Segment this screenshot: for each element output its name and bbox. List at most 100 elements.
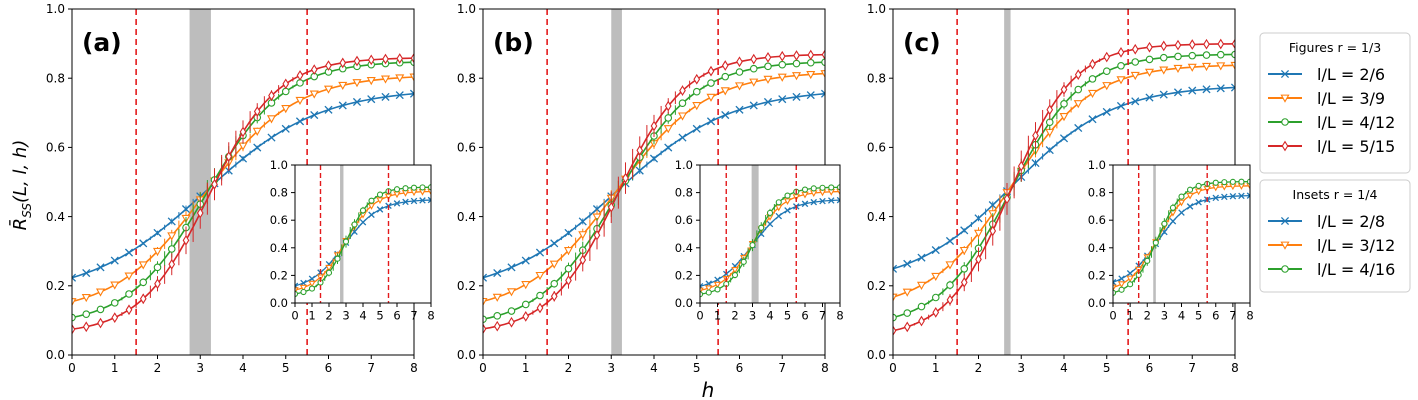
panel-2-inset-marker-0-28	[1229, 193, 1237, 200]
panel-1-main-marker-3-8	[536, 302, 544, 314]
panel-0-main-marker-3-12	[154, 278, 161, 290]
panel-1-main-marker-2-10	[550, 279, 559, 288]
panel-0-main-critical-band	[189, 9, 211, 355]
panel-2-main-marker-1-6	[931, 272, 941, 282]
legend-figures-entries-swatch-marker-3	[1281, 140, 1289, 152]
panel-0-main-marker-0-38	[338, 101, 347, 110]
y-axis-label-symbol: R̄	[9, 218, 31, 231]
panel-1-main-marker-3-30	[693, 73, 701, 85]
panel-1-main-marker-0-8	[535, 248, 545, 257]
legend-figures-entries-item-1: l/L = 3/9	[1268, 89, 1385, 108]
panel-2-main-marker-3-4	[918, 315, 925, 327]
panel-0-main-marker-3-48	[410, 52, 414, 64]
panel-0-inset-marker-2-16	[359, 207, 367, 214]
panel-2-main-xtick-label-8: 8	[1231, 361, 1239, 375]
panel-0-main-marker-2-10	[139, 278, 148, 287]
panel-0-inset-marker-2-10	[334, 255, 341, 262]
panel-2-main-marker-1-0	[893, 293, 898, 302]
panel-0-main-marker-0-24	[238, 154, 248, 163]
panel-2-main-marker-0-30	[1102, 107, 1111, 116]
panel-2-main-marker-2-48	[1231, 50, 1235, 59]
panel-1-main-marker-1-16	[592, 213, 602, 222]
panel-2-inset-marker-2-0	[1113, 289, 1117, 296]
panel-2-main-marker-1-36	[1144, 68, 1155, 77]
legend-figures-entries-label-1: l/L = 3/9	[1317, 89, 1385, 108]
panel-0-main-marker-0-26	[253, 143, 262, 152]
panel-0-main-marker-0-48	[409, 89, 414, 98]
panel-2-main-marker-3-32	[1117, 46, 1125, 58]
panel-0-main-marker-3-28	[268, 90, 275, 101]
panel-2-main-marker-0-2	[903, 259, 912, 268]
panel-2-inset-marker-2-18	[1186, 186, 1194, 193]
panel-0-inset-marker-2-32	[427, 184, 431, 191]
panel-2-main-ytick-label-3: 0.6	[867, 141, 886, 155]
panel-0-main-xtick-label-2: 2	[154, 361, 162, 375]
panel-0-main-marker-3-8	[125, 304, 133, 316]
panel-2-main-marker-1-30	[1102, 82, 1112, 91]
panel-0-main-ytick-label-4: 0.8	[46, 71, 65, 85]
panel-1-inset-xtick-label-8: 8	[836, 309, 843, 323]
panel-2-main-marker-1-10	[959, 246, 969, 256]
panel-1-main-marker-1-8	[535, 271, 545, 281]
panel-0-main-marker-2-4	[96, 305, 105, 314]
panel-0-main-marker-2-2	[82, 310, 91, 318]
panel-2-main-marker-3-28	[1089, 58, 1096, 70]
panel-2-inset-marker-2-24	[1212, 179, 1219, 186]
panel-1-main-ytick-label-4: 0.8	[457, 71, 476, 85]
panel-0-main-marker-0-32	[295, 117, 305, 126]
panel-1-main-marker-1-48	[820, 70, 825, 79]
panel-0-main-marker-0-8	[124, 248, 134, 257]
panel-2-inset-marker-0-16	[1178, 209, 1185, 216]
panel-0-main-marker-3-34	[310, 64, 318, 75]
legend-figures-title: Figures r = 1/3	[1289, 40, 1381, 55]
panel-2-main-marker-0-40	[1173, 88, 1183, 97]
legend-insets-entries-swatch-marker-1	[1280, 241, 1290, 250]
panel-2-main-marker-2-6	[931, 293, 940, 302]
panel-0-inset-ytick-label-3: 0.6	[270, 213, 288, 227]
panel-1-inset-marker-2-16	[766, 209, 774, 216]
panel-2-main-xtick-label-0: 0	[889, 361, 897, 375]
panel-1-inset-xtick-label-0: 0	[696, 309, 703, 323]
panel-2-main-marker-0-46	[1216, 84, 1225, 93]
panel-1-inset-ytick-label-3: 0.6	[675, 213, 693, 227]
panel-0-main-marker-3-16	[182, 234, 190, 246]
legend-insets: Insets r = 1/4 l/L = 2/8l/L = 3/12l/L = …	[1259, 179, 1411, 293]
panel-2-main-ytick-label-2: 0.4	[867, 210, 886, 224]
legend-figures-entries: l/L = 2/6 l/L = 3/9 l/L = 4/12 l/L = 5/15	[1268, 65, 1395, 156]
panel-2-main-marker-2-2	[903, 309, 912, 317]
panel-2-inset-marker-0-20	[1195, 198, 1202, 206]
panel-1-main-marker-0-48	[820, 89, 825, 98]
panel-0-inset-marker-0-24	[393, 200, 401, 207]
panel-0-main-marker-3-30	[282, 78, 290, 90]
panel-0-main-marker-3-26	[253, 106, 261, 117]
panel-0-inset-xtick-label-0: 0	[291, 309, 298, 323]
panel-1-main-marker-3-44	[793, 50, 800, 61]
panel-2-main-marker-1-44	[1201, 62, 1212, 72]
panel-2-main-marker-3-8	[946, 294, 954, 306]
panel-1-inset-xtick-label-7: 7	[819, 309, 826, 323]
panel-1-main-marker-0-26	[664, 143, 673, 152]
panel-2-inset-marker-0-2	[1118, 275, 1125, 282]
panel-1-inset-marker-0-28	[819, 197, 826, 205]
panel-1-main-marker-1-4	[506, 288, 517, 297]
panel-0-main-marker-0-30	[281, 124, 290, 133]
panel-1-inset-marker-2-12	[749, 242, 756, 249]
panel-1-main-marker-0-0	[483, 273, 488, 282]
panel-1-main-xtick-label-6: 6	[736, 361, 744, 375]
panel-1-main-marker-0-16	[592, 205, 602, 214]
panel-2-main-marker-3-24	[1060, 84, 1068, 95]
panel-1-inset-marker-0-18	[775, 212, 783, 220]
panel-1: 0 1 2 3 4 5 6 7 80.00.20.40.60.81.0(b)0 1 2 3 4 5 6 7 80…	[457, 2, 844, 375]
panel-2-main-marker-1-2	[902, 288, 912, 297]
panel-2-inset-marker-2-10	[1152, 239, 1159, 246]
panel-0-inset-marker-2-24	[393, 186, 401, 193]
panel-1-main-marker-3-34	[721, 60, 729, 71]
legend-insets-entries-label-0: l/L = 2/8	[1317, 212, 1385, 231]
panel-0-inset-marker-2-26	[402, 185, 409, 192]
panel-1-main-marker-3-14	[579, 254, 587, 266]
panel-2-main-marker-3-48	[1231, 38, 1235, 50]
panel-0-main-marker-0-4	[96, 263, 105, 272]
panel-2-main-marker-0-28	[1088, 115, 1097, 124]
panel-0-main-marker-1-26	[252, 127, 262, 136]
panel-2-inset-marker-2-2	[1118, 286, 1125, 293]
